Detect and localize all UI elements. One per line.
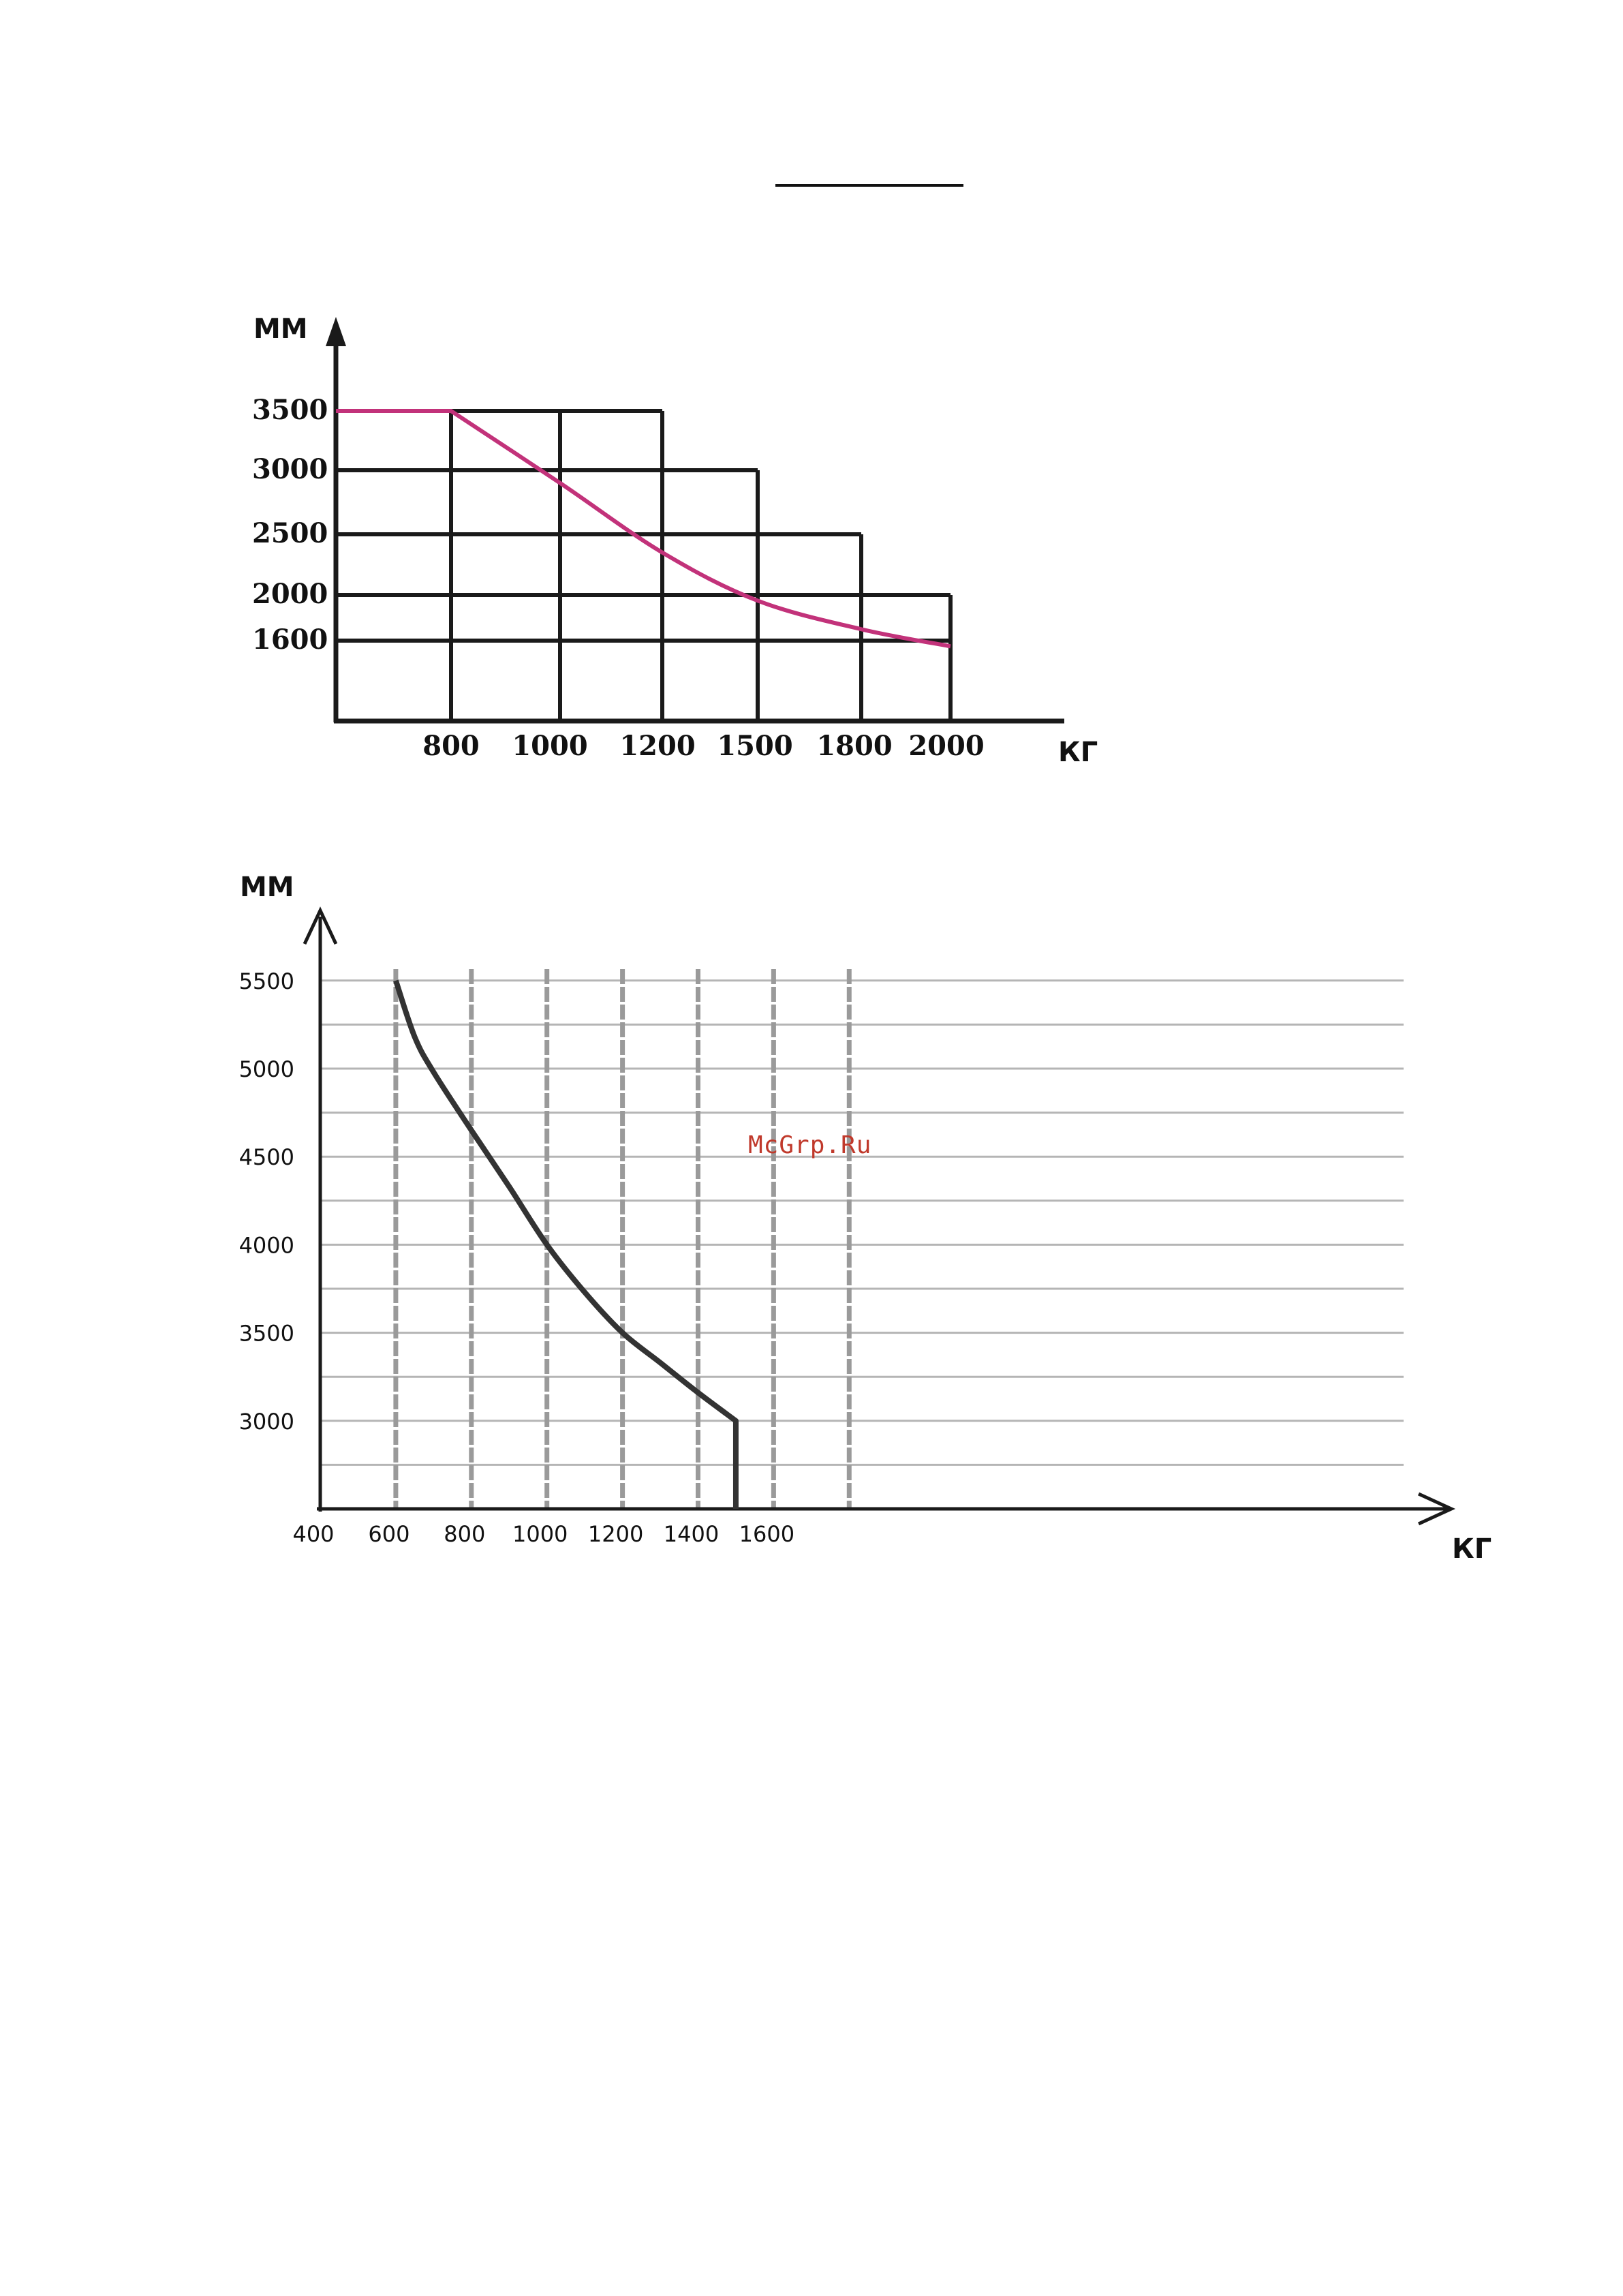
chart-2-x-axis-arrow bbox=[1417, 1492, 1456, 1526]
chart-1-y-tick-1600: 1600 bbox=[252, 624, 328, 656]
chart-2-y-axis-arrow bbox=[303, 906, 338, 945]
chart-2-horizontal-grid bbox=[320, 979, 1404, 1466]
chart-1-y-axis-arrow bbox=[326, 317, 346, 346]
chart-2-y-tick-4500: 4500 bbox=[239, 1144, 294, 1170]
chart-2-x-tick-600: 600 bbox=[368, 1521, 409, 1547]
chart-1-x-tick-800: 800 bbox=[422, 730, 480, 762]
chart-1-load-curve bbox=[336, 409, 951, 649]
chart-2-x-tick-400: 400 bbox=[292, 1521, 334, 1547]
chart-2-y-tick-3000: 3000 bbox=[239, 1409, 294, 1435]
chart-1-x-tick-1000: 1000 bbox=[512, 730, 587, 762]
chart-2-x-tick-1600: 1600 bbox=[739, 1521, 794, 1547]
chart-1-x-tick-1500: 1500 bbox=[717, 730, 792, 762]
chart-2: 5500 5000 4500 4000 3500 3000 400 600 800 1000 12… bbox=[239, 872, 1492, 1565]
chart-2-load-curve bbox=[393, 979, 739, 1509]
chart-2-vertical-grid bbox=[393, 969, 852, 1509]
chart-1-y-tick-2500: 2500 bbox=[252, 517, 328, 549]
chart-1-x-tick-2000: 2000 bbox=[908, 730, 984, 762]
chart-2-y-tick-5500: 5500 bbox=[239, 968, 294, 994]
page-header-rule bbox=[775, 184, 963, 187]
chart-1-x-tick-1200: 1200 bbox=[619, 730, 695, 762]
chart-1-y-tick-2000: 2000 bbox=[252, 578, 328, 610]
chart-1-y-tick-3000: 3000 bbox=[252, 453, 328, 485]
chart-2-y-tick-5000: 5000 bbox=[239, 1056, 294, 1082]
chart-2-x-tick-1000: 1000 bbox=[512, 1521, 568, 1547]
chart-2-x-axis-label: КГ bbox=[1452, 1533, 1491, 1565]
chart-1-x-axis-label: КГ bbox=[1058, 737, 1098, 768]
chart-2-y-tick-4000: 4000 bbox=[239, 1232, 294, 1258]
chart-2-y-tick-3500: 3500 bbox=[239, 1321, 294, 1347]
chart-2-x-tick-1200: 1200 bbox=[588, 1521, 643, 1547]
chart-1-y-axis-label: ММ bbox=[253, 313, 308, 345]
chart-2-x-tick-800: 800 bbox=[444, 1521, 485, 1547]
watermark: McGrp.Ru bbox=[748, 1131, 872, 1159]
chart-2-x-tick-1400: 1400 bbox=[664, 1521, 719, 1547]
chart-1-y-tick-3500: 3500 bbox=[252, 394, 328, 426]
chart-1-x-tick-1800: 1800 bbox=[816, 730, 892, 762]
chart-2-y-axis-label: ММ bbox=[240, 872, 294, 903]
chart-1-grid bbox=[334, 409, 953, 721]
chart-1: 3500 3000 2500 2000 1600 800 1000 1200 1500 1800… bbox=[252, 313, 1098, 768]
